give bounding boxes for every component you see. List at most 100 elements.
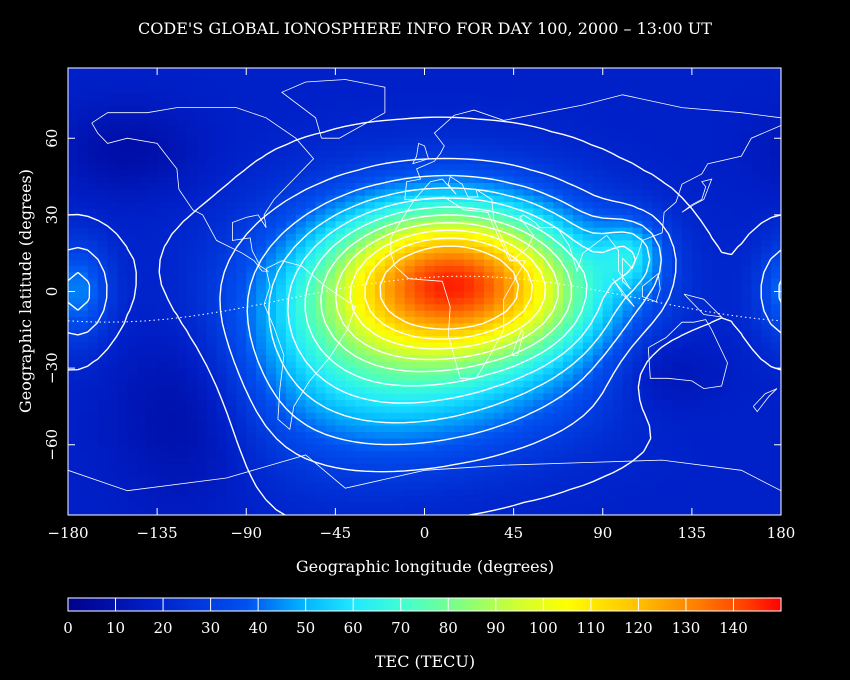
heat-cell [77, 483, 89, 491]
heat-cell [176, 297, 188, 305]
heat-cell [454, 419, 465, 427]
heat-cell [444, 489, 455, 497]
heat-cell [374, 463, 386, 471]
heat-cell [493, 444, 505, 452]
heat-cell [424, 387, 436, 395]
heat-cell [384, 406, 396, 414]
heat-cell [681, 483, 693, 491]
heat-cell [523, 131, 535, 139]
heat-cell [414, 74, 426, 82]
heat-cell [592, 387, 604, 395]
heat-cell [365, 93, 376, 101]
heat-cell [691, 234, 703, 242]
heat-cell [612, 348, 624, 356]
heat-cell [196, 253, 208, 261]
heat-cell [444, 138, 455, 146]
heat-cell [592, 80, 604, 88]
heat-cell [741, 195, 752, 203]
heat-cell [592, 342, 604, 350]
heat-cell [335, 291, 346, 299]
heat-cell [176, 457, 188, 465]
heat-cell [266, 374, 277, 382]
heat-cell [147, 278, 158, 286]
heat-cell [157, 425, 168, 433]
heat-cell [77, 476, 89, 484]
heat-cell [236, 425, 247, 433]
heat-cell [474, 431, 485, 439]
heat-cell [68, 131, 79, 139]
heat-cell [751, 163, 762, 171]
heat-cell [345, 170, 356, 178]
heat-cell [642, 406, 653, 414]
heat-cell [573, 221, 584, 229]
heat-cell [236, 87, 247, 95]
heat-cell [87, 189, 99, 197]
heat-cell [454, 361, 465, 369]
heat-cell [582, 195, 594, 203]
heat-cell [68, 412, 79, 420]
heat-cell [107, 157, 119, 165]
heat-cell [701, 240, 713, 248]
heat-cell [384, 208, 396, 216]
heat-cell [147, 195, 158, 203]
heat-cell [622, 329, 634, 337]
heat-cell [206, 457, 218, 465]
heat-cell [563, 342, 574, 350]
heat-cell [513, 368, 525, 376]
heat-cell [275, 431, 287, 439]
heat-cell [157, 87, 168, 95]
heat-cell [157, 291, 168, 299]
heat-cell [602, 240, 614, 248]
heat-cell [305, 297, 317, 305]
heat-cell [236, 342, 247, 350]
heat-cell [582, 361, 594, 369]
heat-cell [652, 380, 663, 388]
heat-cell [384, 310, 396, 318]
heat-cell [493, 470, 505, 478]
heat-cell [582, 170, 594, 178]
heat-cell [434, 489, 445, 497]
heat-cell [622, 489, 634, 497]
heat-cell [424, 342, 436, 350]
heat-cell [662, 119, 673, 127]
heat-cell [602, 93, 614, 101]
heat-cell [483, 119, 495, 127]
heat-cell [176, 259, 188, 267]
heat-cell [662, 502, 673, 510]
heat-cell [563, 368, 574, 376]
heat-cell [256, 272, 267, 280]
heat-cell [652, 463, 663, 471]
heat-cell [474, 489, 485, 497]
heat-cell [553, 355, 564, 363]
heat-cell [711, 195, 723, 203]
heat-cell [474, 310, 485, 318]
heat-cell [721, 214, 733, 222]
heat-cell [424, 304, 436, 312]
heat-cell [167, 208, 178, 216]
heat-cell [424, 419, 436, 427]
heat-cell [612, 93, 624, 101]
heat-cell [365, 176, 376, 184]
heat-cell [751, 444, 762, 452]
heat-cell [236, 463, 247, 471]
heat-cell [305, 259, 317, 267]
heat-cell [147, 138, 158, 146]
heat-cell [573, 463, 584, 471]
heat-cell [543, 68, 554, 75]
heat-cell [77, 195, 89, 203]
heat-cell [325, 425, 336, 433]
heat-cell [563, 336, 574, 344]
heat-cell [464, 131, 475, 139]
heat-cell [246, 419, 257, 427]
heat-cell [335, 470, 346, 478]
heat-cell [711, 138, 723, 146]
heat-cell [127, 285, 138, 293]
heat-cell [672, 336, 683, 344]
heat-cell [246, 176, 257, 184]
heat-cell [681, 99, 693, 107]
heat-cell [107, 253, 119, 261]
heat-cell [127, 163, 138, 171]
heat-cell [662, 444, 673, 452]
heat-cell [87, 131, 99, 139]
heat-cell [513, 112, 525, 120]
